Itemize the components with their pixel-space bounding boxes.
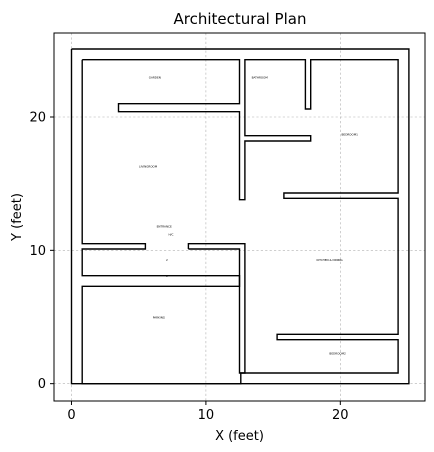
plot-frame — [53, 32, 426, 402]
axis-ticks: 0 10 20 0 10 20 — [29, 111, 348, 424]
room-label: H/C — [168, 233, 173, 237]
x-axis-label: X (feet) — [215, 429, 264, 444]
x-tick-label: 10 — [198, 408, 215, 423]
x-tick-label: 20 — [332, 408, 349, 423]
room-label: BATHROOM — [252, 75, 269, 79]
room-label: BEDROOM2 — [329, 351, 346, 355]
walls — [70, 48, 410, 385]
y-tick-label: 0 — [38, 377, 46, 392]
y-tick-label: 20 — [29, 111, 46, 126]
room-label: BEDROOM1 — [342, 133, 359, 137]
x-tick-label: 0 — [67, 408, 75, 423]
chart-title: Architectural Plan — [174, 10, 307, 28]
wall-outline — [187, 242, 246, 374]
y-tick-label: 10 — [29, 244, 46, 259]
y-axis-label: Y (feet) — [10, 193, 25, 242]
room-label: 1 — [166, 274, 168, 278]
room-label: PARKING — [153, 315, 165, 319]
room-label: 2 — [166, 258, 168, 262]
room-label: LIVINGROOM — [139, 165, 158, 169]
wall-outline — [70, 48, 410, 385]
room-label: ENTRANCE — [157, 225, 172, 229]
room-label: KITCHEN & DINING — [316, 258, 342, 262]
room-labels: GARDEN BATHROOM BEDROOM1 LIVINGROOM ENTRANCE… — [139, 75, 358, 355]
room-label: GARDEN — [149, 75, 161, 79]
